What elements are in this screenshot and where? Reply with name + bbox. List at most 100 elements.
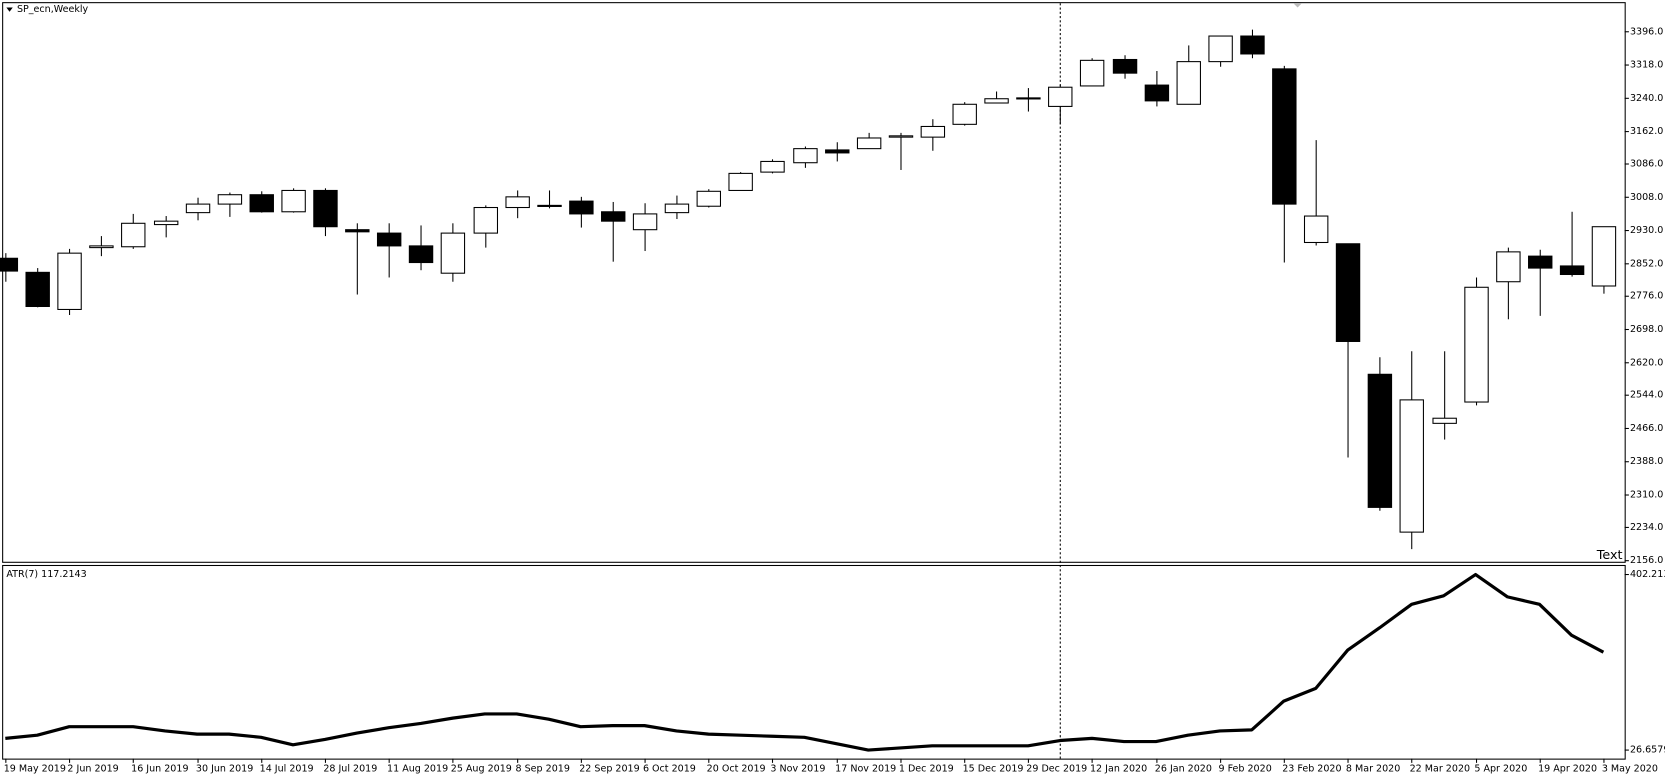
y-tick-label: 26.6579 (1630, 745, 1665, 756)
candle-body (345, 229, 370, 233)
candle-body (601, 211, 626, 222)
x-tick-label: 6 Oct 2019 (643, 764, 696, 775)
candle-body (313, 189, 338, 228)
candle-body (728, 172, 753, 191)
candle-body (281, 189, 306, 213)
x-tick-label: 22 Sep 2019 (579, 764, 639, 775)
candle-body (25, 271, 50, 308)
candle-body (57, 252, 82, 310)
y-tick-label: 2234.0 (1630, 522, 1663, 533)
x-tick-label: 19 May 2019 (4, 764, 66, 775)
x-tick-label: 8 Mar 2020 (1346, 764, 1400, 775)
y-tick-label: 2388.0 (1630, 456, 1663, 467)
candle-body (1208, 35, 1233, 63)
candle-body (473, 206, 499, 234)
candle-body (1528, 255, 1553, 269)
candle-body (793, 148, 818, 164)
x-tick-label: 16 Jun 2019 (131, 764, 188, 775)
candle-body (1079, 59, 1105, 87)
y-tick-label: 3008.0 (1630, 192, 1663, 203)
candle-body (632, 213, 658, 231)
y-tick-label: 3240.0 (1630, 93, 1663, 104)
candle-body (952, 103, 977, 125)
candle-body (249, 194, 274, 213)
y-tick-label: 2544.0 (1630, 390, 1663, 401)
shift-marker (1293, 3, 1302, 8)
candle-body (1016, 97, 1041, 100)
y-tick-label: 2776.0 (1630, 291, 1663, 302)
y-tick-label: 2852.0 (1630, 258, 1663, 269)
candle-body (0, 257, 19, 272)
x-tick-label: 2 Jun 2019 (67, 764, 118, 775)
candle-body (1432, 417, 1457, 424)
x-tick-label: 19 Apr 2020 (1538, 764, 1597, 775)
candle-body (920, 125, 946, 138)
x-tick-label: 28 Jul 2019 (323, 764, 377, 775)
atr-line (5, 572, 1605, 752)
x-tick-label: 30 Jun 2019 (196, 764, 253, 775)
x-tick-label: 25 Aug 2019 (451, 764, 512, 775)
x-tick-label: 23 Feb 2020 (1282, 764, 1341, 775)
candle-body (121, 222, 146, 248)
candle-body (825, 149, 850, 154)
candle-body (1496, 251, 1521, 283)
candle-body (1591, 226, 1617, 287)
candle-body (1144, 84, 1170, 102)
x-tick-label: 14 Jul 2019 (260, 764, 314, 775)
x-tick-label: 3 Nov 2019 (770, 764, 825, 775)
candle-body (1559, 265, 1585, 276)
indicator-title: ATR(7) 117.2143 (6, 569, 86, 580)
menu-arrow[interactable] (6, 7, 13, 12)
x-tick-label: 12 Jan 2020 (1090, 764, 1147, 775)
candle-body (537, 204, 562, 207)
y-tick-label: 402.2136 (1630, 569, 1665, 580)
candle-body (505, 196, 530, 209)
candle-body (1335, 243, 1361, 342)
candle-body (408, 245, 434, 264)
x-tick-label: 11 Aug 2019 (387, 764, 448, 775)
x-tick-label: 5 Apr 2020 (1474, 764, 1527, 775)
x-tick-label: 29 Dec 2019 (1026, 764, 1087, 775)
candle-body (89, 245, 114, 249)
candle-body (376, 232, 402, 247)
candle-body (440, 232, 466, 274)
candle-body (1399, 399, 1424, 533)
y-tick-label: 3162.0 (1630, 126, 1663, 137)
candle-body (1303, 215, 1329, 244)
y-tick-label: 2466.0 (1630, 423, 1663, 434)
candle-body (1048, 86, 1073, 107)
x-tick-label: 1 Dec 2019 (899, 764, 954, 775)
x-tick-label: 22 Mar 2020 (1410, 764, 1470, 775)
candle-body (984, 98, 1009, 104)
x-tick-label: 20 Oct 2019 (707, 764, 766, 775)
candle-body (664, 203, 690, 214)
x-tick-label: 8 Sep 2019 (516, 764, 570, 775)
price-pane (2, 2, 1626, 563)
atr-pane (2, 564, 1626, 760)
candle-body (185, 203, 211, 214)
y-tick-label: 3318.0 (1630, 60, 1663, 71)
x-tick-label: 17 Nov 2019 (835, 764, 896, 775)
y-tick-label: 2698.0 (1630, 324, 1663, 335)
candle-body (1176, 61, 1201, 105)
x-tick-label: 9 Feb 2020 (1218, 764, 1271, 775)
y-tick-label: 2156.0 (1630, 555, 1663, 566)
x-tick-label: 15 Dec 2019 (963, 764, 1024, 775)
x-tick-label: 3 May 2020 (1602, 764, 1658, 775)
candle-body (888, 135, 914, 138)
candle-body (1112, 58, 1138, 74)
candle-body (153, 220, 179, 226)
candle-body (1272, 68, 1297, 205)
y-tick-label: 3396.0 (1630, 26, 1663, 37)
candle-body (1367, 373, 1393, 508)
candle-body (856, 137, 882, 150)
chart-title: SP_ecn,Weekly (17, 4, 89, 15)
candle-body (569, 200, 594, 215)
candle-body (760, 160, 785, 173)
candle-body (1240, 35, 1265, 55)
candle-body (696, 190, 722, 207)
candle-body (1464, 286, 1489, 403)
